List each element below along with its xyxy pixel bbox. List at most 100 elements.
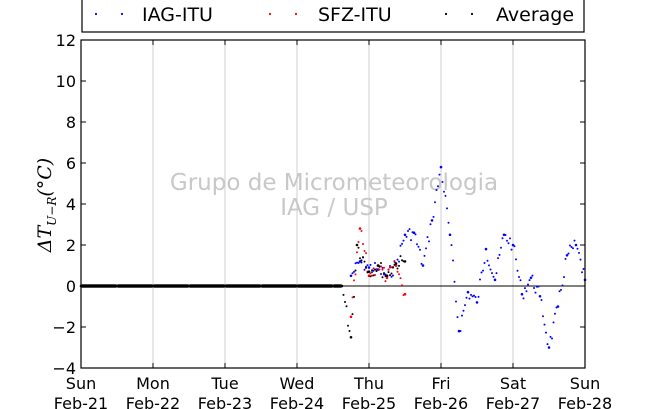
y-tick-label: 8 [66,113,76,132]
y-tick-label: 4 [66,195,76,214]
point-iag-itu [430,219,434,222]
point-average [340,284,344,288]
point-average [367,270,371,273]
point-iag-itu [504,233,507,236]
point-sfz-itu [383,266,385,269]
point-iag-itu [363,268,366,271]
point-iag-itu [489,268,492,271]
point-average [380,261,382,264]
point-iag-itu [405,235,408,238]
grid [152,40,514,368]
point-sfz-itu [354,273,357,276]
point-iag-itu [477,295,480,298]
point-average [363,260,366,263]
point-iag-itu [466,290,470,294]
ticks [80,39,586,369]
point-iag-itu [434,201,436,204]
point-iag-itu [366,264,369,267]
point-iag-itu [552,321,555,324]
point-iag-itu [569,244,571,247]
y-tick-label: 10 [56,72,76,91]
y-axis-label-subscript: U−R [45,197,59,226]
y-tick-label: −2 [52,318,76,337]
point-iag-itu [510,248,513,251]
x-tick-label-day: Sun [66,374,96,393]
point-iag-itu [491,272,493,275]
point-iag-itu [570,246,573,249]
x-tick-label-date: Feb-28 [558,394,612,409]
point-sfz-itu [374,273,376,276]
point-iag-itu [492,275,495,278]
point-iag-itu [533,287,535,290]
point-iag-itu [444,194,447,197]
point-iag-itu [507,242,510,245]
point-average [369,275,372,278]
point-iag-itu [408,228,411,231]
point-average [362,256,364,259]
point-iag-itu [407,229,409,232]
point-iag-itu [479,278,481,281]
point-sfz-itu [380,265,382,268]
legend-marker-iag-itu [94,12,98,16]
point-iag-itu [452,259,454,262]
point-iag-itu [351,272,354,275]
y-tick-label: −4 [52,359,76,378]
point-sfz-itu [390,266,393,269]
point-iag-itu [547,346,551,349]
point-sfz-itu [384,280,387,283]
point-average [347,324,349,327]
x-tick-label-date: Feb-22 [126,394,180,409]
point-iag-itu [525,290,528,293]
point-average [355,243,359,247]
point-iag-itu [551,337,553,340]
point-iag-itu [543,323,546,326]
point-iag-itu [367,266,371,269]
point-iag-itu [429,223,432,226]
point-iag-itu [546,343,549,346]
point-iag-itu [417,245,420,248]
point-average [349,335,353,339]
point-average [342,293,345,296]
point-sfz-itu [351,296,354,299]
point-iag-itu [537,285,540,288]
point-average [396,267,399,270]
point-iag-itu [506,239,508,242]
point-iag-itu [582,267,585,270]
point-iag-itu [380,273,382,276]
point-sfz-itu [353,279,355,282]
point-iag-itu [455,300,457,303]
point-sfz-itu [357,240,360,243]
point-iag-itu [441,180,444,183]
legend-label-sfz-itu: SFZ-ITU [318,4,392,26]
point-sfz-itu [360,229,363,232]
legend-entry-average: Average [444,4,574,26]
point-sfz-itu [349,315,353,319]
point-iag-itu [516,269,519,272]
point-average [344,300,346,303]
point-iag-itu [372,269,375,272]
point-iag-itu [468,297,471,300]
point-iag-itu [459,329,462,332]
y-tick-label: 2 [66,236,76,255]
point-iag-itu [425,247,427,250]
point-iag-itu [403,233,407,237]
point-iag-itu [482,269,484,272]
point-iag-itu [509,237,511,240]
point-iag-itu [435,189,438,192]
point-iag-itu [353,270,355,273]
point-sfz-itu [356,251,358,254]
point-average [365,266,367,269]
point-iag-itu [565,253,569,257]
point-sfz-itu [399,277,402,280]
point-iag-itu [520,292,524,296]
y-axis-label-main: ΔT [34,225,56,254]
point-average [381,276,384,279]
x-tick-label-day: Sat [500,374,526,393]
point-sfz-itu [362,243,364,246]
point-iag-itu [360,261,363,264]
point-iag-itu [439,165,443,169]
watermark-line-2: IAG / USP [280,195,388,221]
point-iag-itu [542,315,544,318]
point-average [385,274,389,278]
point-iag-itu [528,279,531,282]
